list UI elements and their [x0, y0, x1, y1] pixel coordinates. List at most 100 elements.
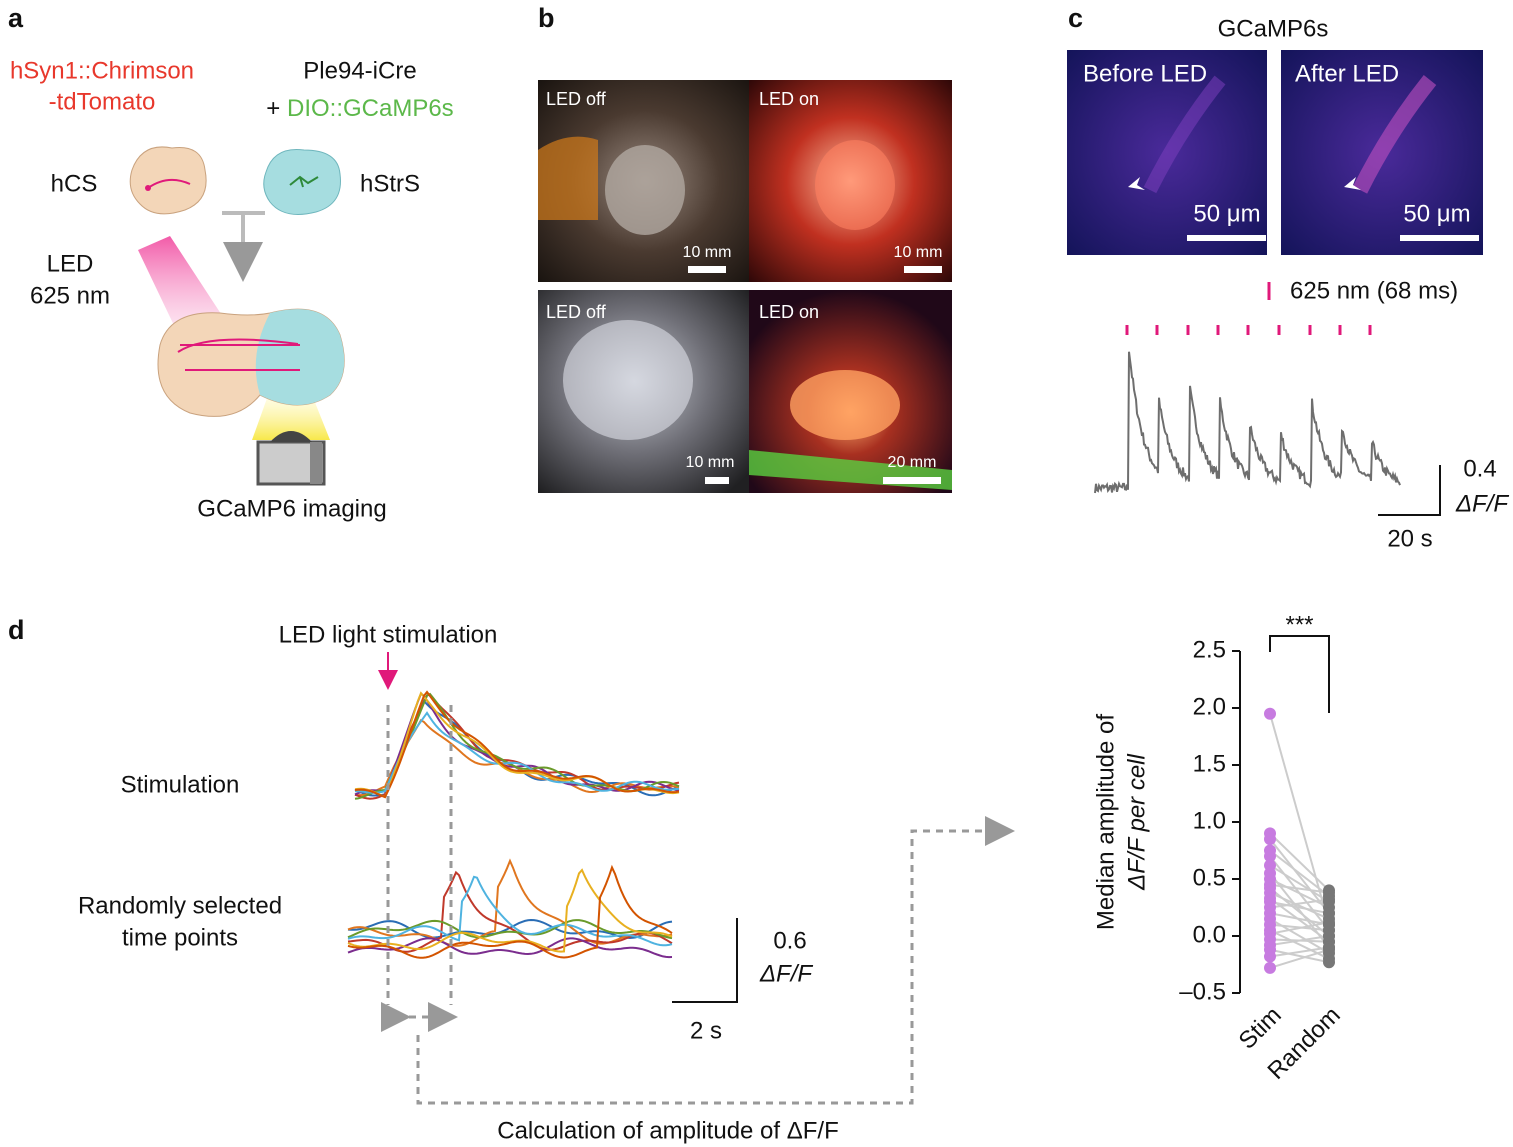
flow-arrow — [416, 816, 1015, 1105]
panel-label: c — [1068, 3, 1083, 33]
y-tick-label: 1.0 — [1193, 807, 1226, 834]
data-point — [1264, 850, 1276, 863]
photo-label: LED on — [759, 89, 819, 109]
random-trace — [347, 870, 673, 953]
photo-label: LED on — [759, 302, 819, 322]
image-label: Before LED — [1083, 60, 1207, 87]
pair-line — [1269, 849, 1330, 897]
data-point — [1264, 961, 1276, 974]
scale-bar — [1378, 465, 1441, 516]
scale-bar — [1187, 235, 1266, 241]
led-label: 625 nm — [30, 282, 110, 309]
trace — [1094, 351, 1401, 494]
photo-label: LED off — [546, 302, 607, 322]
pair-line — [1269, 864, 1330, 903]
stim-label: LED light stimulation — [279, 621, 498, 648]
y-tick-label: –0.5 — [1179, 978, 1226, 1005]
random-trace — [347, 919, 673, 940]
pair-line — [1269, 912, 1330, 926]
row-label: Randomly selected — [78, 892, 282, 919]
photo-detail — [815, 140, 895, 230]
led-cone — [138, 236, 225, 338]
data-point — [1323, 930, 1335, 942]
y-tick-label: 0.5 — [1193, 864, 1226, 891]
stim-trace — [354, 690, 680, 799]
panel-label: d — [8, 615, 25, 645]
plus: + — [266, 95, 280, 122]
scale-label: 20 mm — [888, 454, 937, 471]
pair-line — [1269, 948, 1330, 969]
pair-line — [1269, 898, 1330, 909]
scale-label: 0.4 — [1463, 455, 1496, 482]
construct-green: DIO::GCaMP6s — [287, 95, 454, 122]
random-trace — [347, 868, 673, 953]
pair-line — [1269, 883, 1330, 894]
pair-line — [1269, 921, 1330, 935]
scale-label: 10 mm — [683, 244, 732, 261]
y-label: Median amplitude of — [1092, 714, 1119, 930]
assembly-arrow — [222, 211, 265, 262]
pair-line — [1269, 900, 1330, 915]
organoid-label: hCS — [51, 170, 98, 197]
imaging-label: GCaMP6 imaging — [197, 495, 386, 522]
arrowhead — [1344, 177, 1361, 190]
stim-legend: 625 nm (68 ms) — [1290, 277, 1458, 304]
scale-label: 10 mm — [894, 244, 943, 261]
scale-label: 20 s — [1387, 525, 1432, 552]
scale-label: 2 s — [690, 1017, 722, 1044]
photo-detail — [538, 136, 598, 220]
pair-line — [1269, 832, 1330, 892]
photo-detail — [605, 145, 685, 235]
cell-signal — [1352, 75, 1437, 194]
cell-signal — [1143, 75, 1226, 194]
data-point — [1264, 833, 1276, 846]
y-tick-label: 2.5 — [1193, 636, 1226, 663]
projections — [177, 338, 300, 371]
data-point — [1323, 907, 1335, 920]
scale-bar — [904, 266, 942, 273]
data-point — [1323, 943, 1335, 956]
neuron — [145, 185, 151, 191]
axon — [147, 178, 191, 189]
pair-line — [1269, 935, 1330, 947]
pair-line — [1269, 948, 1330, 964]
stim-trace — [354, 718, 680, 797]
pair-line — [1269, 946, 1330, 958]
y-label: ΔF/F per cell — [1123, 753, 1150, 890]
imaging-title: GCaMP6s — [1218, 15, 1329, 42]
scale-label: 10 mm — [686, 454, 735, 471]
scale-bar — [883, 477, 941, 484]
window-line — [386, 705, 453, 1005]
panel-label: a — [8, 3, 24, 33]
strip-chart: –0.5 0.0 0.5 1.0 1.5 2.0 2.5 Median amplitude o… — [1092, 611, 1345, 1085]
traces — [347, 690, 680, 959]
construct-text: hSyn1::Chrimson — [10, 57, 194, 84]
construct-text: Ple94-iCre — [303, 57, 416, 84]
random-trace — [347, 937, 673, 959]
assembloid-striatal — [255, 309, 345, 405]
significance: *** — [1285, 611, 1313, 638]
y-tick-label: 0.0 — [1193, 921, 1226, 948]
photo-detail — [790, 370, 900, 440]
organoid-label: hStrS — [360, 170, 420, 197]
panel-label: b — [538, 3, 555, 33]
stim-ticks — [1125, 325, 1372, 335]
pair-line — [1269, 929, 1330, 960]
striatal-neuron — [289, 175, 319, 188]
y-tick-label: 1.5 — [1193, 750, 1226, 777]
random-trace — [347, 875, 673, 947]
data-point — [1264, 707, 1276, 720]
significance-bracket — [1269, 635, 1330, 713]
objective-lens — [270, 431, 312, 442]
pair-line — [1269, 891, 1330, 920]
construct-text: -tdTomato — [49, 88, 156, 115]
arrowhead — [1128, 177, 1145, 190]
pair-line — [1269, 878, 1330, 909]
scale-label: 50 μm — [1193, 200, 1260, 227]
image-label: After LED — [1295, 60, 1399, 87]
row-label: Stimulation — [121, 771, 240, 798]
objective-side — [310, 442, 322, 484]
scale-bar — [1400, 235, 1479, 241]
